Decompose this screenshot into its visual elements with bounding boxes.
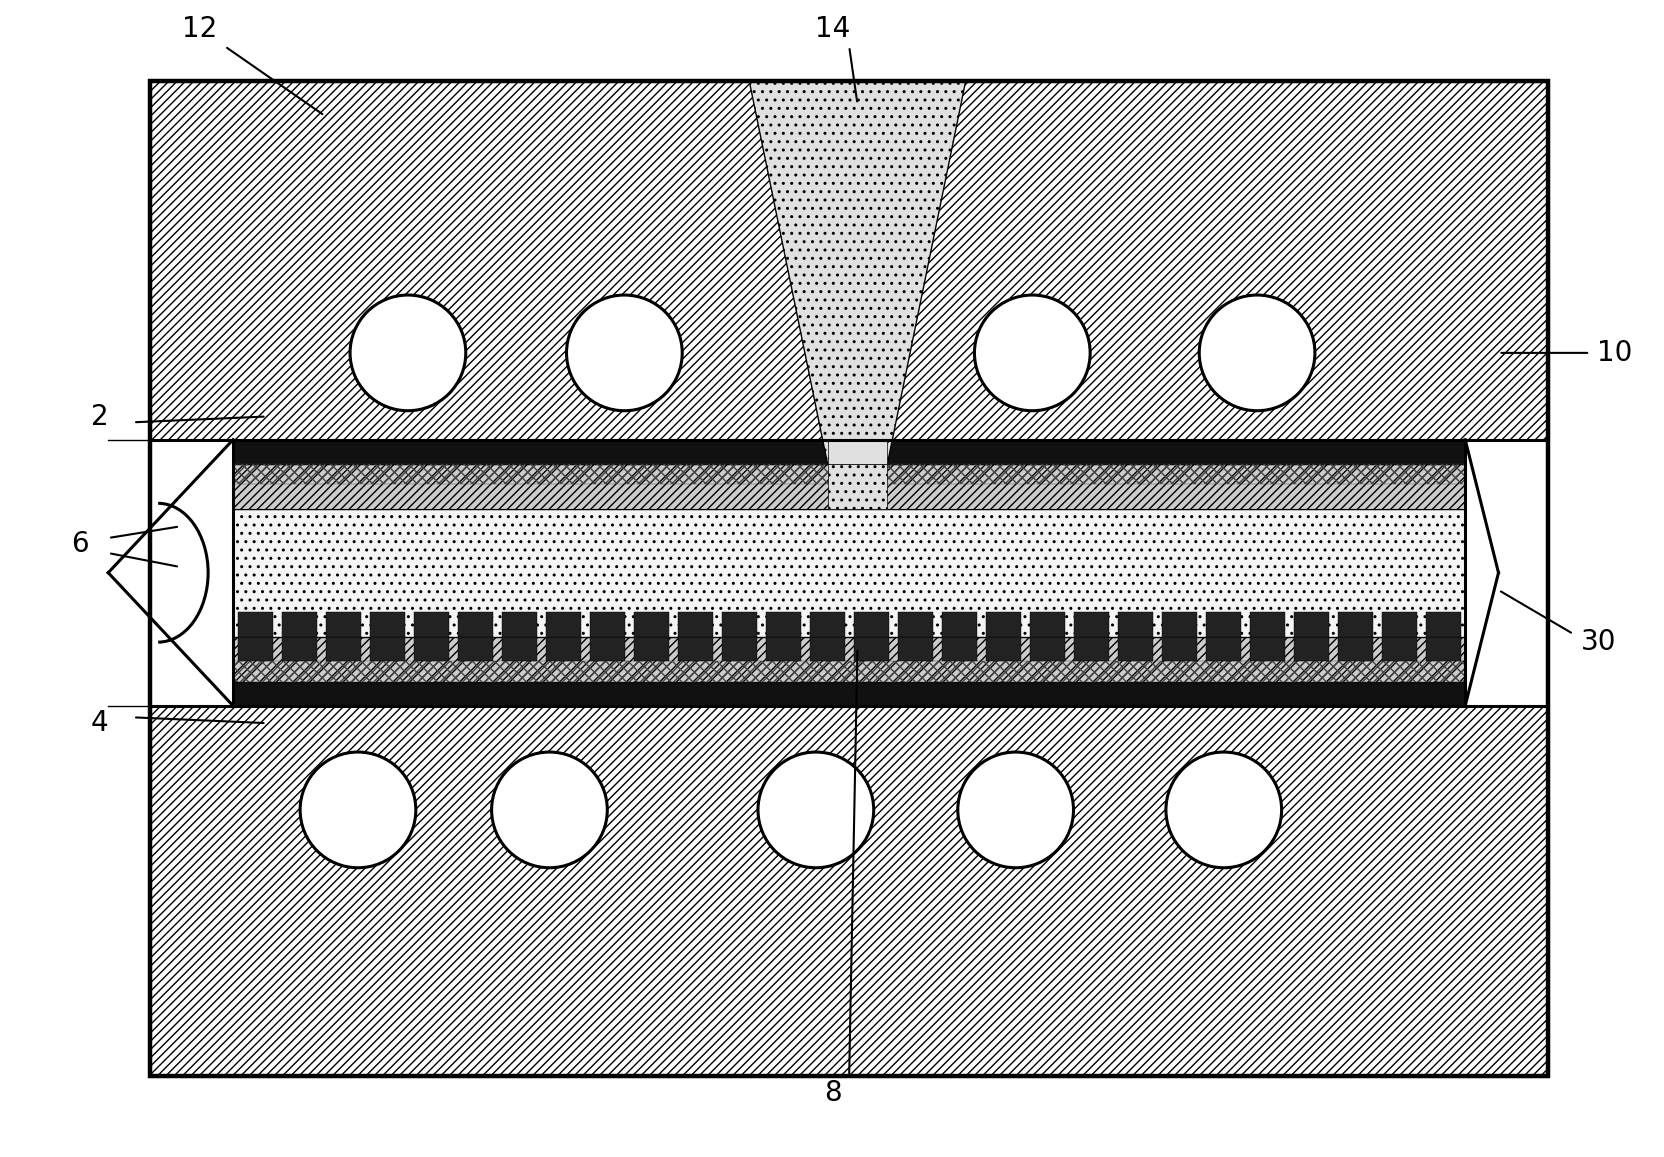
Text: 4: 4: [92, 709, 108, 737]
Polygon shape: [1161, 612, 1196, 636]
Polygon shape: [765, 612, 800, 636]
Polygon shape: [854, 612, 889, 636]
Polygon shape: [1381, 636, 1416, 662]
Polygon shape: [942, 612, 977, 636]
Polygon shape: [413, 636, 449, 662]
Text: 10: 10: [1596, 339, 1632, 367]
Polygon shape: [1293, 612, 1328, 636]
Polygon shape: [458, 636, 493, 662]
Polygon shape: [634, 612, 669, 636]
Polygon shape: [765, 636, 800, 662]
Bar: [150, 81, 1548, 440]
Polygon shape: [1293, 636, 1328, 662]
Polygon shape: [1205, 612, 1240, 636]
Ellipse shape: [1198, 295, 1315, 411]
Ellipse shape: [957, 752, 1073, 868]
Polygon shape: [1073, 636, 1108, 662]
Bar: [233, 681, 1464, 706]
Polygon shape: [854, 636, 889, 662]
Polygon shape: [809, 612, 844, 636]
Polygon shape: [1424, 612, 1459, 636]
Bar: [233, 440, 1464, 706]
Text: 30: 30: [1579, 628, 1616, 656]
Ellipse shape: [1165, 752, 1281, 868]
Text: 6: 6: [72, 530, 88, 558]
Ellipse shape: [757, 752, 874, 868]
Polygon shape: [589, 636, 624, 662]
Polygon shape: [809, 636, 844, 662]
Ellipse shape: [566, 295, 682, 411]
Polygon shape: [238, 636, 273, 662]
Polygon shape: [501, 636, 536, 662]
Ellipse shape: [973, 295, 1090, 411]
Polygon shape: [1117, 612, 1151, 636]
Text: 14: 14: [814, 15, 850, 43]
Polygon shape: [1073, 612, 1108, 636]
Polygon shape: [281, 612, 316, 636]
Polygon shape: [501, 612, 536, 636]
Bar: [233, 440, 1464, 464]
Polygon shape: [413, 612, 449, 636]
Polygon shape: [749, 81, 965, 464]
Bar: [150, 706, 1548, 1076]
Bar: [233, 662, 1464, 681]
Polygon shape: [677, 636, 712, 662]
Polygon shape: [1250, 612, 1285, 636]
Ellipse shape: [491, 752, 607, 868]
Polygon shape: [985, 612, 1020, 636]
Polygon shape: [546, 612, 581, 636]
Polygon shape: [238, 612, 273, 636]
Polygon shape: [677, 612, 712, 636]
Polygon shape: [589, 612, 624, 636]
Polygon shape: [634, 636, 669, 662]
Bar: [233, 509, 1464, 636]
Bar: [233, 464, 1464, 509]
Polygon shape: [369, 612, 404, 636]
Polygon shape: [985, 636, 1020, 662]
Polygon shape: [369, 636, 404, 662]
Polygon shape: [942, 636, 977, 662]
Polygon shape: [1117, 636, 1151, 662]
Bar: [233, 464, 1464, 484]
Text: 2: 2: [92, 403, 108, 430]
Polygon shape: [1028, 612, 1065, 636]
Ellipse shape: [300, 752, 416, 868]
Polygon shape: [897, 636, 932, 662]
Polygon shape: [897, 612, 932, 636]
Ellipse shape: [349, 295, 466, 411]
Bar: [233, 636, 1464, 681]
Polygon shape: [326, 612, 361, 636]
Polygon shape: [721, 612, 757, 636]
Polygon shape: [1161, 636, 1196, 662]
Bar: [827, 440, 887, 464]
Polygon shape: [1336, 612, 1373, 636]
Polygon shape: [1205, 636, 1240, 662]
Text: 12: 12: [181, 15, 218, 43]
Bar: [150, 81, 1548, 1076]
Polygon shape: [1250, 636, 1285, 662]
Polygon shape: [326, 636, 361, 662]
Polygon shape: [827, 464, 887, 509]
Polygon shape: [1336, 636, 1373, 662]
Polygon shape: [1028, 636, 1065, 662]
Polygon shape: [1381, 612, 1416, 636]
Polygon shape: [721, 636, 757, 662]
Text: 8: 8: [824, 1079, 840, 1107]
Polygon shape: [458, 612, 493, 636]
Polygon shape: [1424, 636, 1459, 662]
Polygon shape: [546, 636, 581, 662]
Polygon shape: [281, 636, 316, 662]
